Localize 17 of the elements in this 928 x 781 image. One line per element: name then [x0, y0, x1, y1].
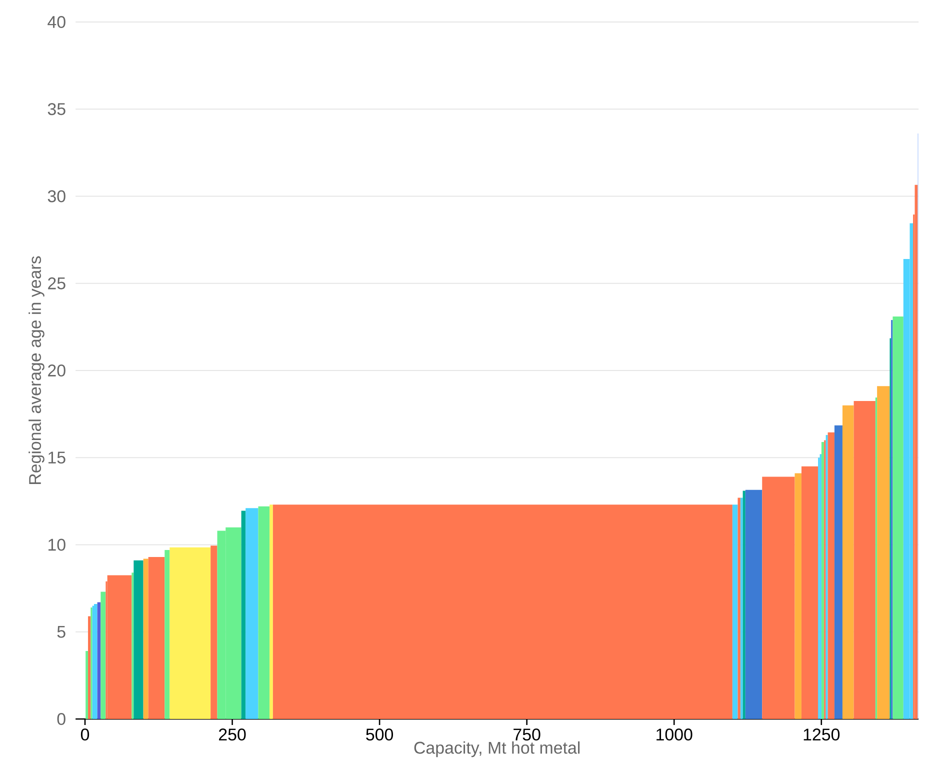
y-tick-label: 20	[48, 364, 66, 376]
x-tick-label: 250	[219, 728, 246, 741]
y-tick-label: 10	[48, 538, 66, 551]
x-axis-title: Capacity, Mt hot metal	[414, 741, 580, 758]
x-tick-label: 750	[514, 728, 540, 741]
y-axis-title: Regional average age in years	[28, 256, 44, 484]
y-tick-label: 35	[48, 103, 66, 116]
x-tick-label: 0	[80, 728, 90, 741]
y-tick-label: 5	[57, 626, 66, 638]
x-tick-label: 1250	[804, 728, 840, 741]
y-tick-label: 30	[48, 190, 66, 202]
y-tick-label: 25	[48, 277, 66, 290]
x-tick-label: 1000	[656, 728, 692, 741]
y-tick-label: 0	[57, 713, 66, 725]
y-tick-label: 40	[48, 16, 66, 28]
x-tick-label: 500	[366, 728, 394, 741]
y-tick-label: 15	[48, 452, 66, 464]
